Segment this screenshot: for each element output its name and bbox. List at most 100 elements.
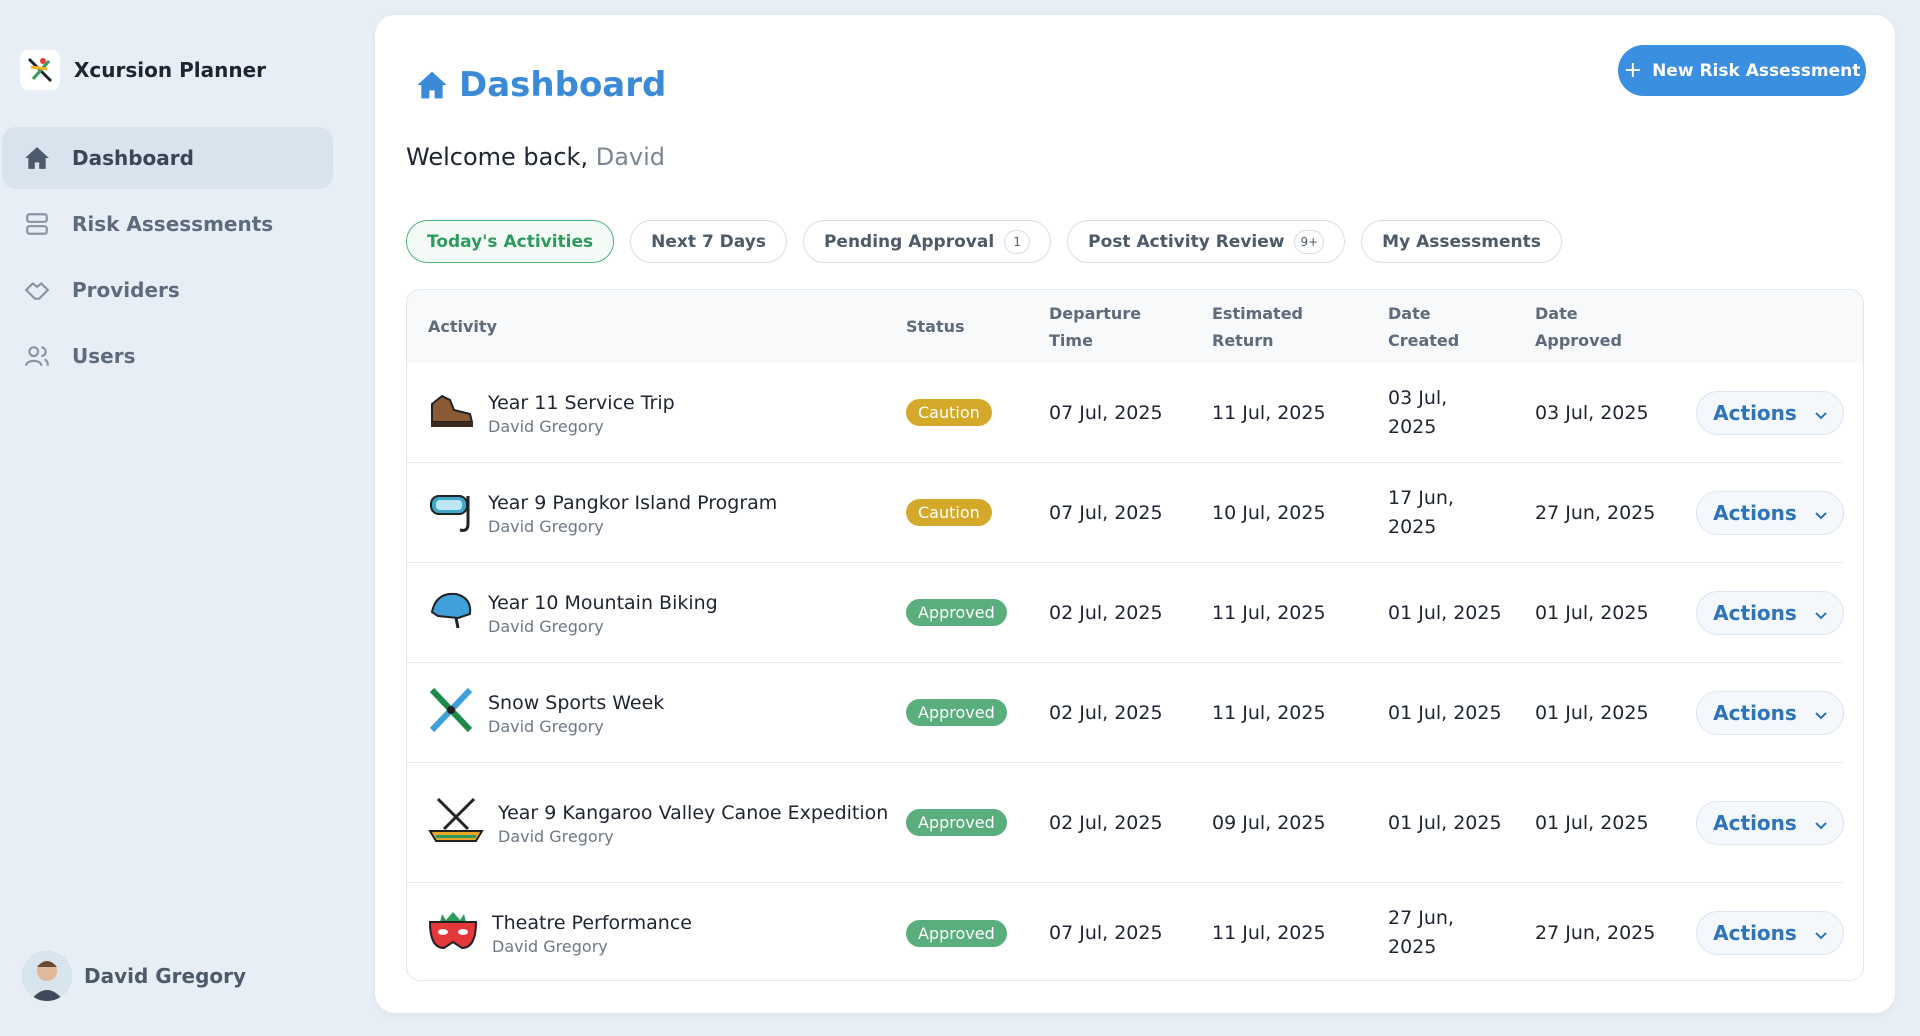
approved: 27 Jun, 2025: [1535, 922, 1656, 944]
approved: 01 Jul, 2025: [1535, 811, 1649, 834]
status-cell: Caution: [906, 399, 1049, 426]
activity-owner: David Gregory: [488, 416, 604, 436]
return: 11 Jul, 2025: [1212, 701, 1326, 724]
tab-label: Next 7 Days: [651, 231, 766, 252]
chevron: [1815, 601, 1827, 625]
actions-button[interactable]: Actions: [1696, 690, 1844, 735]
status-cell: Caution: [906, 499, 1049, 526]
activity-cell: Year 11 Service Trip David Gregory: [428, 389, 906, 437]
departure: 07 Jul, 2025: [1049, 401, 1163, 424]
tabs: Today's Activities Next 7 Days Pending App…: [406, 220, 1562, 263]
nav-item[interactable]: Providers: [2, 259, 333, 321]
welcome: Welcome back, David: [406, 143, 665, 171]
activity-text: Year 9 Kangaroo Valley Canoe Expedition D…: [498, 799, 888, 847]
actions-button[interactable]: Actions: [1696, 390, 1844, 435]
user-profile[interactable]: David Gregory: [22, 951, 246, 1001]
status-pill: Caution: [906, 399, 992, 426]
status-pill: Caution: [906, 499, 992, 526]
departure: 07 Jul, 2025: [1049, 922, 1163, 944]
created: 03 Jul, 2025: [1388, 386, 1448, 438]
tab-label: Post Activity Review: [1088, 231, 1285, 252]
activity-name: Snow Sports Week: [488, 691, 665, 714]
activity-owner: David Gregory: [488, 616, 604, 636]
actions-label: Actions: [1713, 400, 1797, 425]
nav-label: Risk Assessments: [72, 212, 274, 236]
actions-label: Actions: [1713, 810, 1797, 835]
actions-button[interactable]: Actions: [1696, 490, 1844, 535]
activity-icon: [428, 390, 474, 435]
actions-button[interactable]: Actions: [1696, 590, 1844, 635]
title-text: Dashboard: [459, 65, 667, 105]
avatar: [22, 951, 72, 1001]
main: Dashboard + New Risk Assessment Welcome b…: [375, 15, 1895, 1013]
tab[interactable]: Post Activity Review 9+: [1067, 220, 1346, 263]
activity-text: Year 10 Mountain Biking David Gregory: [488, 589, 718, 637]
table-row: Year 9 Pangkor Island Program David Grego…: [407, 463, 1844, 563]
actions-button[interactable]: Actions: [1696, 800, 1844, 845]
nav: Dashboard Risk Assessments Providers Users: [2, 127, 333, 391]
brand[interactable]: Xcursion Planner: [20, 50, 266, 90]
activity-name: Year 11 Service Trip: [488, 391, 675, 414]
activity-owner: David Gregory: [498, 826, 614, 846]
welcome-name: David: [595, 143, 666, 171]
activity-text: Theatre Performance David Gregory: [492, 909, 692, 957]
departure: 02 Jul, 2025: [1049, 811, 1163, 834]
activity-icon: [428, 588, 474, 637]
approved: 01 Jul, 2025: [1535, 701, 1649, 724]
table-row: Year 11 Service Trip David Gregory Caution…: [407, 363, 1844, 463]
created: 01 Jul, 2025: [1388, 601, 1502, 624]
chevron: [1815, 701, 1827, 725]
activity-cell: Theatre Performance David Gregory: [428, 908, 906, 959]
column-header: Departure Time: [1049, 303, 1142, 350]
chevron: [1815, 811, 1827, 835]
activity-icon: [428, 686, 474, 739]
status-pill: Approved: [906, 599, 1007, 626]
status-pill: Approved: [906, 919, 1007, 947]
activity-owner: David Gregory: [488, 516, 604, 536]
status-cell: Approved: [906, 599, 1049, 626]
activity-name: Year 9 Pangkor Island Program: [488, 491, 778, 514]
table-row: Year 9 Kangaroo Valley Canoe Expedition D…: [407, 763, 1844, 883]
button-label: New Risk Assessment: [1652, 60, 1861, 81]
approved: 01 Jul, 2025: [1535, 601, 1649, 624]
activity-text: Snow Sports Week David Gregory: [488, 689, 664, 737]
activity-name: Year 9 Kangaroo Valley Canoe Expedition: [498, 801, 889, 824]
greeting: Welcome back,: [406, 143, 589, 171]
table-row: Year 10 Mountain Biking David Gregory Appr…: [407, 563, 1844, 663]
column-header: Estimated Return: [1212, 303, 1304, 350]
approved: 03 Jul, 2025: [1535, 401, 1649, 424]
return: 11 Jul, 2025: [1212, 401, 1326, 424]
new-button[interactable]: + New Risk Assessment: [1618, 45, 1866, 96]
tab[interactable]: My Assessments: [1361, 220, 1562, 263]
nav-item[interactable]: Risk Assessments: [2, 193, 333, 255]
table-row: Snow Sports Week David Gregory Approved 02 …: [407, 663, 1844, 763]
tab-label: Today's Activities: [427, 231, 594, 252]
activity-cell: Year 9 Pangkor Island Program David Grego…: [428, 486, 906, 539]
table-body: Year 11 Service Trip David Gregory Caution…: [407, 363, 1863, 980]
tab[interactable]: Today's Activities: [406, 220, 615, 263]
status-cell: Approved: [906, 919, 1049, 947]
departure: 02 Jul, 2025: [1049, 701, 1163, 724]
departure: 07 Jul, 2025: [1049, 501, 1163, 524]
actions-label: Actions: [1713, 700, 1797, 725]
logo: [20, 50, 60, 90]
actions-button[interactable]: Actions: [1696, 911, 1844, 955]
table-header: Activity Status Departure Time Estimated Re…: [407, 290, 1863, 363]
sidebar: Xcursion Planner Dashboard Risk Assessmen…: [0, 0, 375, 1036]
status-pill: Approved: [906, 809, 1007, 836]
tab[interactable]: Pending Approval 1: [802, 220, 1052, 263]
approved: 27 Jun, 2025: [1535, 501, 1656, 524]
actions-label: Actions: [1713, 921, 1797, 945]
nav-item[interactable]: Dashboard: [2, 127, 333, 189]
actions-label: Actions: [1713, 600, 1797, 625]
tab-badge: 9+: [1294, 229, 1325, 254]
tab[interactable]: Next 7 Days: [630, 220, 787, 263]
activity-icon: [428, 486, 474, 539]
table: Activity Status Departure Time Estimated Re…: [406, 289, 1864, 981]
activity-owner: David Gregory: [488, 716, 604, 736]
nav-label: Users: [72, 344, 136, 368]
activity-name: Year 10 Mountain Biking: [488, 591, 718, 614]
nav-item[interactable]: Users: [2, 325, 333, 387]
